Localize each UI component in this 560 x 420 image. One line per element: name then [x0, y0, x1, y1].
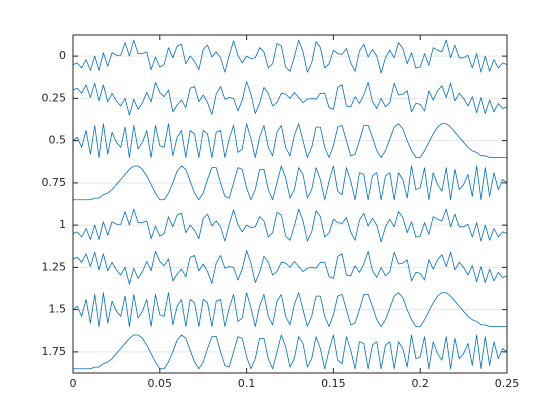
y-tick-label: 1.75 — [42, 345, 67, 358]
x-tick-label: 0.05 — [148, 377, 173, 390]
y-tick-label: 1 — [59, 218, 66, 231]
x-tick-label: 0.15 — [321, 377, 346, 390]
series-line — [72, 208, 508, 243]
series-line — [73, 334, 508, 370]
y-tick-label: 0.75 — [42, 176, 67, 189]
series-line — [72, 292, 507, 327]
series-line — [72, 81, 508, 116]
y-tick-label: 0.5 — [49, 134, 67, 147]
y-tick-label: 0.25 — [42, 91, 67, 104]
x-tick-label: 0 — [70, 377, 77, 390]
line-layer — [72, 39, 508, 370]
plot-frame — [72, 34, 508, 374]
y-tick-label: 1.25 — [42, 260, 67, 273]
series-line — [72, 123, 507, 158]
x-tick-label: 0.1 — [238, 377, 256, 390]
x-tick-label: 0.2 — [411, 377, 429, 390]
y-tick-label: 0 — [59, 49, 66, 62]
x-tick-label: 0.25 — [495, 377, 520, 390]
series-line — [72, 39, 508, 74]
axes-layer: 0 0.25 0.5 0.75 1 1.25 1.5 1.75 0 0.05 0.1 0.15 0.2 0… — [42, 35, 520, 390]
series-line — [73, 165, 508, 201]
series-line — [72, 250, 508, 285]
y-tick-label: 1.5 — [49, 303, 67, 316]
